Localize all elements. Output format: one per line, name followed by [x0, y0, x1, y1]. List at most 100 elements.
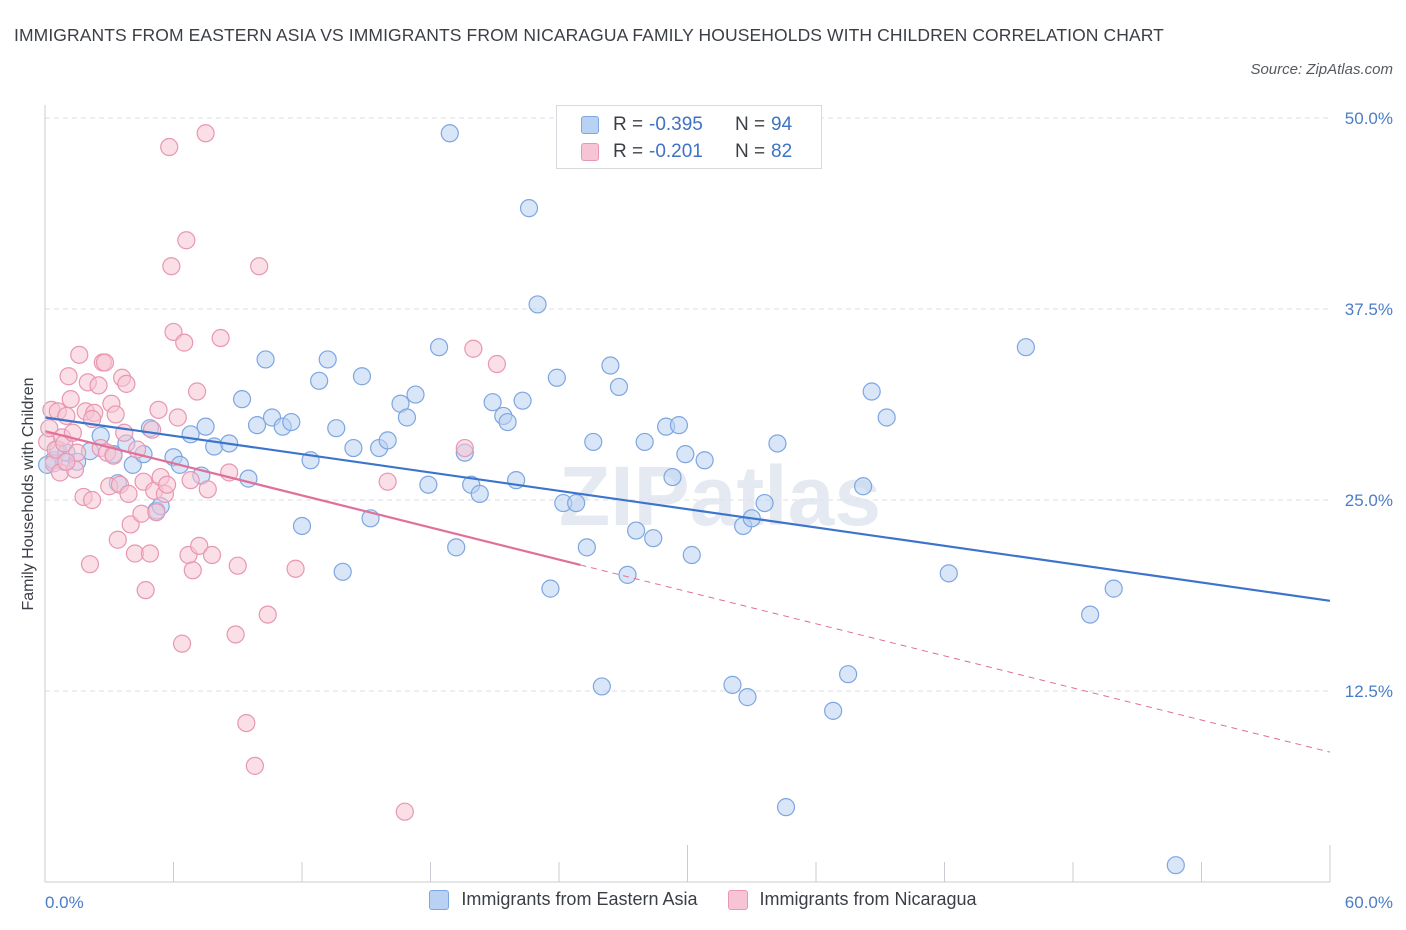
nicaragua-point	[160, 137, 179, 157]
legend-swatch-pink	[581, 143, 599, 161]
nicaragua-point	[117, 374, 136, 393]
eastern-asia-trend-line	[44, 416, 1331, 602]
eastern-asia-point	[567, 493, 586, 513]
eastern-asia-point	[256, 350, 275, 369]
chart-title: IMMIGRANTS FROM EASTERN ASIA VS IMMIGRAN…	[14, 25, 1164, 45]
eastern-asia-point	[824, 701, 843, 720]
nicaragua-point	[119, 484, 138, 503]
eastern-asia-point	[513, 391, 532, 410]
y-tick-label: 12.5%	[1345, 682, 1393, 701]
nicaragua-point	[140, 544, 160, 563]
eastern-asia-point	[232, 390, 252, 409]
nicaragua-point	[115, 423, 134, 442]
eastern-asia-point	[470, 484, 489, 503]
eastern-asia-point	[618, 565, 637, 584]
nicaragua-point	[136, 581, 155, 600]
nicaragua-point	[104, 446, 123, 465]
nicaragua-point	[142, 420, 162, 439]
nicaragua-point	[190, 536, 209, 555]
legend-swatch-blue	[581, 116, 599, 134]
nicaragua-point	[181, 471, 200, 490]
eastern-asia-point	[601, 356, 620, 375]
nicaragua-trend-line	[44, 430, 581, 567]
nicaragua-point	[108, 530, 127, 549]
nicaragua-point	[487, 354, 506, 374]
eastern-asia-point	[181, 425, 200, 444]
axes	[44, 105, 1331, 883]
eastern-asia-point	[333, 562, 352, 581]
nicaragua-point	[286, 559, 305, 578]
nicaragua-point	[211, 328, 230, 348]
eastern-asia-point	[327, 419, 346, 438]
legend-label: Immigrants from Eastern Asia	[461, 889, 698, 909]
x-tick-label: 60.0%	[1345, 893, 1393, 912]
legend-item-eastern-asia[interactable]: Immigrants from Eastern Asia	[429, 889, 698, 910]
nicaragua-point	[164, 322, 183, 342]
nicaragua-point	[80, 555, 100, 574]
legend-r-label: R =	[613, 114, 644, 135]
eastern-asia-point	[669, 416, 689, 435]
nicaragua-point	[89, 376, 108, 395]
legend-n-label: N =	[735, 141, 766, 162]
series-legend: Immigrants from Eastern Asia Immigrants …	[0, 889, 1406, 910]
eastern-asia-point	[682, 545, 701, 565]
eastern-asia-point	[776, 798, 796, 817]
eastern-asia-point	[310, 371, 329, 390]
eastern-asia-point	[663, 467, 682, 487]
eastern-asia-point	[541, 579, 560, 598]
eastern-asia-point	[584, 432, 603, 452]
legend-r-value: -0.201	[649, 141, 703, 162]
y-axis-label: Family Households with Children	[20, 378, 37, 611]
eastern-asia-point	[768, 434, 787, 453]
nicaragua-point	[455, 438, 474, 458]
eastern-asia-point	[447, 538, 466, 557]
nicaragua-point	[168, 408, 187, 427]
eastern-asia-point	[854, 477, 873, 496]
eastern-asia-point	[577, 538, 596, 557]
correlation-legend: R = -0.395 N = 94 R = -0.201 N = 82	[556, 105, 822, 169]
x-tick-label: 0.0%	[45, 893, 84, 912]
legend-swatch-blue	[429, 889, 450, 910]
nicaragua-point	[132, 504, 151, 523]
eastern-asia-point	[723, 675, 742, 694]
nicaragua-point	[187, 382, 207, 401]
trend-lines	[44, 416, 1331, 753]
nicaragua-point	[395, 802, 414, 821]
eastern-asia-point	[352, 367, 372, 386]
legend-label: Immigrants from Nicaragua	[759, 889, 977, 909]
eastern-asia-point	[839, 665, 858, 684]
eastern-asia-point	[498, 412, 517, 432]
eastern-asia-point	[440, 124, 459, 143]
legend-row-eastern-asia: R = -0.395 N = 94	[581, 112, 792, 138]
eastern-asia-point	[939, 564, 958, 583]
eastern-asia-point	[626, 521, 646, 540]
nicaragua-point	[202, 545, 222, 565]
eastern-asia-point	[282, 412, 301, 432]
legend-n-label: N =	[735, 114, 766, 135]
eastern-asia-point	[635, 432, 654, 452]
nicaragua-point	[162, 257, 181, 276]
eastern-asia-point	[1016, 338, 1035, 357]
eastern-asia-point	[877, 408, 896, 427]
eastern-asia-point	[755, 493, 774, 513]
nicaragua-point	[106, 405, 125, 424]
legend-n-value: 82	[771, 141, 793, 162]
nicaragua-point	[378, 472, 397, 491]
eastern-asia-point	[344, 438, 363, 458]
eastern-asia-point	[318, 350, 337, 369]
eastern-asia-point	[419, 475, 438, 494]
nicaragua-point	[198, 480, 217, 499]
legend-item-nicaragua[interactable]: Immigrants from Nicaragua	[727, 889, 977, 910]
nicaragua-point	[250, 257, 269, 276]
eastern-asia-point	[547, 368, 566, 387]
nicaragua-point	[95, 353, 115, 372]
nicaragua-point	[175, 333, 194, 352]
eastern-asia-point	[519, 199, 539, 218]
y-tick-label: 37.5%	[1345, 300, 1393, 319]
nicaragua-point	[147, 503, 166, 522]
eastern-asia-point	[397, 408, 417, 427]
legend-r-label: R =	[613, 141, 644, 162]
eastern-asia-point	[483, 393, 502, 412]
nicaragua-point	[196, 124, 215, 143]
eastern-asia-point	[695, 451, 714, 470]
